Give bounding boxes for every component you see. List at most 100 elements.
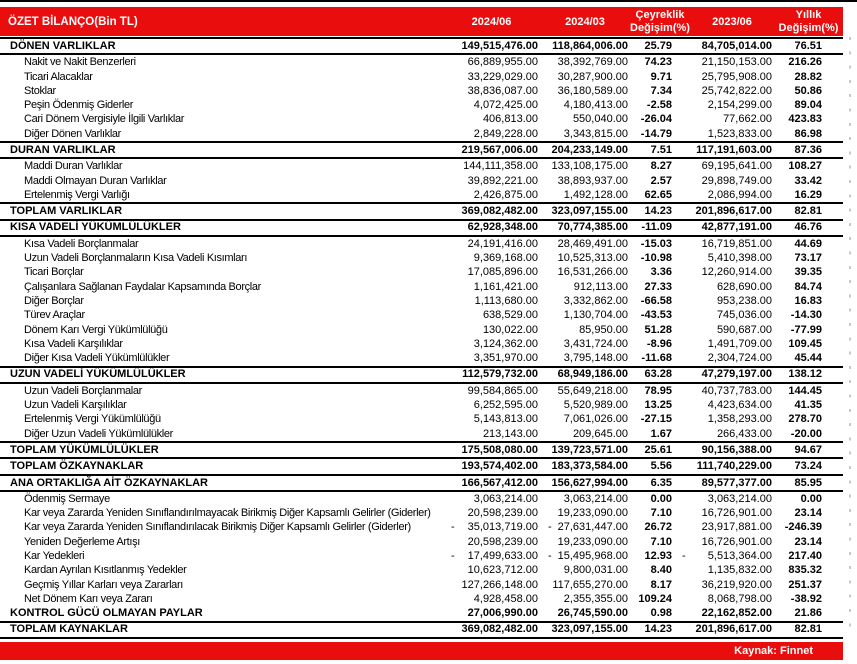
cell-2023-06: 89,577,377.00 bbox=[674, 476, 774, 491]
cell-2024-03: 156,627,994.00 bbox=[540, 476, 630, 491]
cell-value: 5,410,398.00 bbox=[707, 252, 772, 265]
cell-value: 99,584,865.00 bbox=[467, 384, 538, 397]
row-label: Kar veya Zararda Yeniden Sınıflandırılma… bbox=[24, 507, 431, 520]
cell-2023-06: 25,795,908.00 bbox=[674, 70, 774, 85]
cell-value: 201,896,617.00 bbox=[695, 205, 772, 218]
cell-2024-06: 62,928,348.00 bbox=[443, 220, 540, 235]
cell-value: 70,774,385.00 bbox=[557, 221, 628, 234]
cell-yillik-degisim: 87.36 bbox=[794, 143, 822, 156]
row-label: Türev Araçlar bbox=[24, 309, 85, 322]
row-label: Maddi Olmayan Duran Varlıklar bbox=[24, 174, 167, 187]
cell-yillik-degisim: 33.42 bbox=[794, 174, 822, 187]
cell-value: 3,343,815.00 bbox=[563, 127, 628, 140]
cell-value: 55,649,218.00 bbox=[557, 384, 628, 397]
table-row: UZUN VADELİ YÜKÜMLÜLÜKLER 112,579,732.00… bbox=[0, 365, 843, 384]
row-label: Uzun Vadeli Karşılıklar bbox=[24, 399, 127, 412]
cell-value: 16,726,901.00 bbox=[701, 535, 772, 548]
cell-2024-03: 3,431,724.00 bbox=[540, 337, 630, 352]
column-header-2024-03: 2024/03 bbox=[565, 15, 605, 28]
cell-value: 38,392,769.00 bbox=[557, 56, 628, 69]
top-rule bbox=[0, 0, 857, 2]
table-row: Kardan Ayrılan Kısıtlanmış Yedekler 10,6… bbox=[0, 563, 843, 577]
cell-2024-06: 9,369,168.00 bbox=[443, 251, 540, 266]
cell-ceyreklik-degisim: 8.40 bbox=[650, 564, 672, 577]
cell-value: 2,355,355.00 bbox=[563, 592, 628, 605]
cell-2023-06: 201,896,617.00 bbox=[674, 204, 774, 219]
cell-ceyreklik-degisim: 62.65 bbox=[644, 188, 672, 201]
cell-yillik-degisim: 41.35 bbox=[794, 399, 822, 412]
cell-2024-06: 39,892,221.00 bbox=[443, 174, 540, 189]
row-label: TOPLAM ÖZKAYNAKLAR bbox=[10, 460, 144, 473]
cell-2024-06: 4,928,458.00 bbox=[443, 592, 540, 607]
cell-value: 77,662.00 bbox=[723, 113, 772, 126]
cell-2024-03: 3,795,148.00 bbox=[540, 351, 630, 366]
row-label: DURAN VARLIKLAR bbox=[10, 143, 116, 156]
cell-ceyreklik-degisim: -8.96 bbox=[646, 337, 672, 350]
cell-value: 33,229,029.00 bbox=[467, 70, 538, 83]
cell-value: 27,006,990.00 bbox=[467, 607, 538, 620]
cell-value: 19,233,090.00 bbox=[557, 507, 628, 520]
cell-2024-06: 213,143.00 bbox=[443, 427, 540, 442]
cell-2024-06: 10,623,712.00 bbox=[443, 563, 540, 578]
cell-2024-06: 149,515,476.00 bbox=[443, 39, 540, 54]
row-label: Ticari Alacaklar bbox=[24, 70, 93, 83]
cell-2023-06: 21,150,153.00 bbox=[674, 55, 774, 70]
cell-value: 39,892,221.00 bbox=[467, 174, 538, 187]
cell-value: 1,492,128.00 bbox=[563, 188, 628, 201]
cell-2024-03: 323,097,155.00 bbox=[540, 622, 630, 637]
cell-value: 25,742,822.00 bbox=[701, 84, 772, 97]
cell-2024-06: 369,082,482.00 bbox=[443, 622, 540, 637]
cell-value: 3,431,724.00 bbox=[563, 337, 628, 350]
cell-value: 156,627,994.00 bbox=[551, 476, 628, 489]
cell-ceyreklik-degisim: 9.71 bbox=[650, 70, 672, 83]
cell-2023-06: 111,740,229.00 bbox=[674, 459, 774, 474]
cell-value: 16,719,851.00 bbox=[701, 237, 772, 250]
cell-ceyreklik-degisim: -27.15 bbox=[640, 413, 672, 426]
cell-value: 29,898,749.00 bbox=[701, 174, 772, 187]
table-row: TOPLAM YÜKÜMLÜLÜKLER 175,508,080.00 139,… bbox=[0, 441, 843, 460]
cell-ceyreklik-degisim: -10.98 bbox=[640, 252, 672, 265]
cell-yillik-degisim: 28.82 bbox=[794, 70, 822, 83]
cell-2024-06: 369,082,482.00 bbox=[443, 204, 540, 219]
cell-value: 2,426,875.00 bbox=[473, 188, 538, 201]
table-title: ÖZET BİLANÇO(Bin TL) bbox=[8, 15, 138, 28]
cell-value: 369,082,482.00 bbox=[461, 623, 538, 636]
cell-2024-03: 4,180,413.00 bbox=[540, 98, 630, 113]
cell-value: 1,161,421.00 bbox=[473, 280, 538, 293]
table-row: DÖNEN VARLIKLAR 149,515,476.00 118,864,0… bbox=[0, 37, 843, 56]
row-label: TOPLAM YÜKÜMLÜLÜKLER bbox=[10, 443, 159, 456]
cell-2024-06: 5,143,813.00 bbox=[443, 412, 540, 427]
cell-value: 2,304,724.00 bbox=[707, 352, 772, 365]
cell-value: 24,191,416.00 bbox=[467, 237, 538, 250]
cell-2023-06: 1,491,709.00 bbox=[674, 337, 774, 352]
cell-2024-06: 27,006,990.00 bbox=[443, 606, 540, 621]
cell-2023-06: 4,423,634.00 bbox=[674, 398, 774, 413]
cell-value: 89,577,377.00 bbox=[701, 476, 772, 489]
cell-yillik-degisim: 82.81 bbox=[794, 205, 822, 218]
cell-value: 201,896,617.00 bbox=[695, 623, 772, 636]
row-label: Dönem Karı Vergi Yükümlülüğü bbox=[24, 323, 168, 336]
row-label: Yeniden Değerleme Artışı bbox=[24, 535, 140, 548]
cell-ceyreklik-degisim: 63.28 bbox=[644, 368, 672, 381]
table-row: TOPLAM VARLIKLAR 369,082,482.00 323,097,… bbox=[0, 202, 843, 221]
cell-value: 144,111,358.00 bbox=[463, 160, 538, 173]
cell-yillik-degisim: 423.83 bbox=[788, 113, 822, 126]
cell-2024-06: -17,499,633.00 bbox=[443, 549, 540, 564]
row-label: UZUN VADELİ YÜKÜMLÜLÜKLER bbox=[10, 368, 186, 381]
row-label: Ödenmiş Sermaye bbox=[24, 492, 110, 505]
cell-value: 628,690.00 bbox=[716, 280, 772, 293]
cell-2024-06: 33,229,029.00 bbox=[443, 70, 540, 85]
cell-value: 17,499,633.00 bbox=[467, 550, 538, 562]
cell-2023-06: 590,687.00 bbox=[674, 323, 774, 338]
table-row: Ticari Borçlar 17,085,896.00 16,531,266.… bbox=[0, 265, 843, 279]
cell-2024-03: 1,130,704.00 bbox=[540, 308, 630, 323]
cell-value: 16,726,901.00 bbox=[701, 507, 772, 520]
negative-sign: - bbox=[682, 550, 686, 562]
row-label: Ertelenmiş Vergi Varlığı bbox=[24, 188, 130, 201]
cell-value: 26,745,590.00 bbox=[557, 607, 628, 620]
cell-value: 111,740,229.00 bbox=[696, 460, 772, 473]
cell-2024-03: 7,061,026.00 bbox=[540, 412, 630, 427]
cell-2024-03: 85,950.00 bbox=[540, 323, 630, 338]
cell-ceyreklik-degisim: 74.23 bbox=[644, 56, 672, 69]
cell-2023-06: 953,238.00 bbox=[674, 294, 774, 309]
